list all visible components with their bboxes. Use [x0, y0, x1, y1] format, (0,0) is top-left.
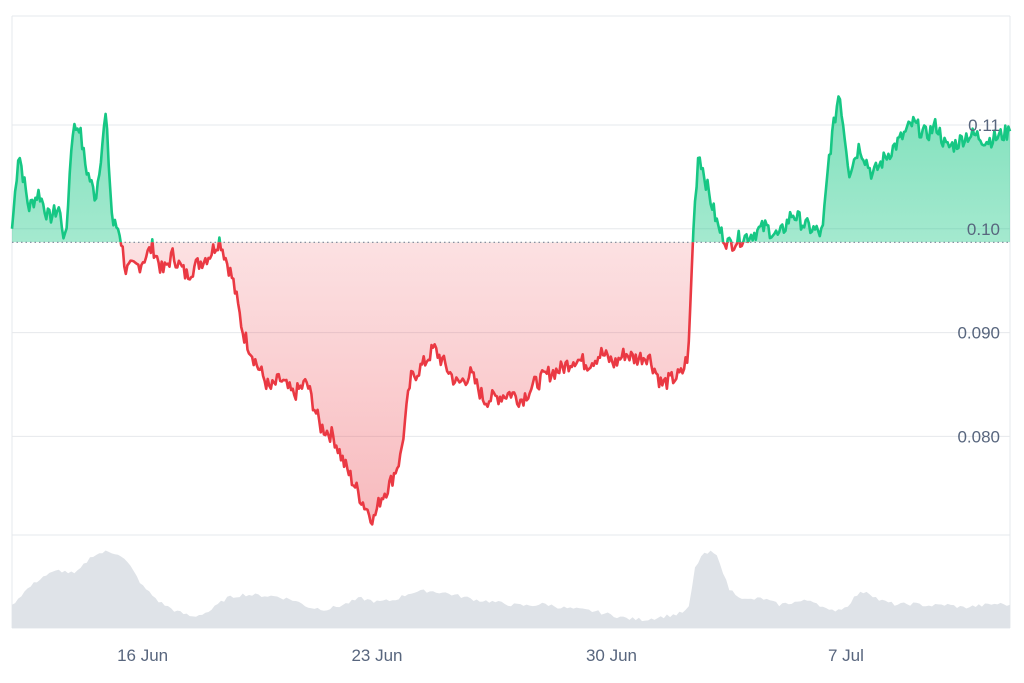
price-line-above-baseline — [10, 95, 1012, 243]
y-axis-ticks: 0.11 0.10 0.090 0.080 — [957, 116, 1000, 446]
y-tick-label: 0.10 — [967, 220, 1000, 239]
price-line-below-baseline — [119, 242, 750, 526]
x-tick-label: 7 Jul — [828, 646, 864, 665]
y-tick-label: 0.080 — [957, 427, 1000, 446]
x-tick-label: 30 Jun — [586, 646, 637, 665]
area-fill-above-baseline — [12, 96, 1010, 243]
volume-area — [12, 550, 1010, 628]
y-tick-label: 0.11 — [968, 116, 1000, 135]
area-fill-below-baseline — [120, 242, 744, 525]
y-tick-label: 0.090 — [957, 324, 1000, 343]
x-tick-label: 16 Jun — [117, 646, 168, 665]
x-tick-label: 23 Jun — [351, 646, 402, 665]
x-axis-ticks: 16 Jun 23 Jun 30 Jun 7 Jul — [117, 646, 864, 665]
